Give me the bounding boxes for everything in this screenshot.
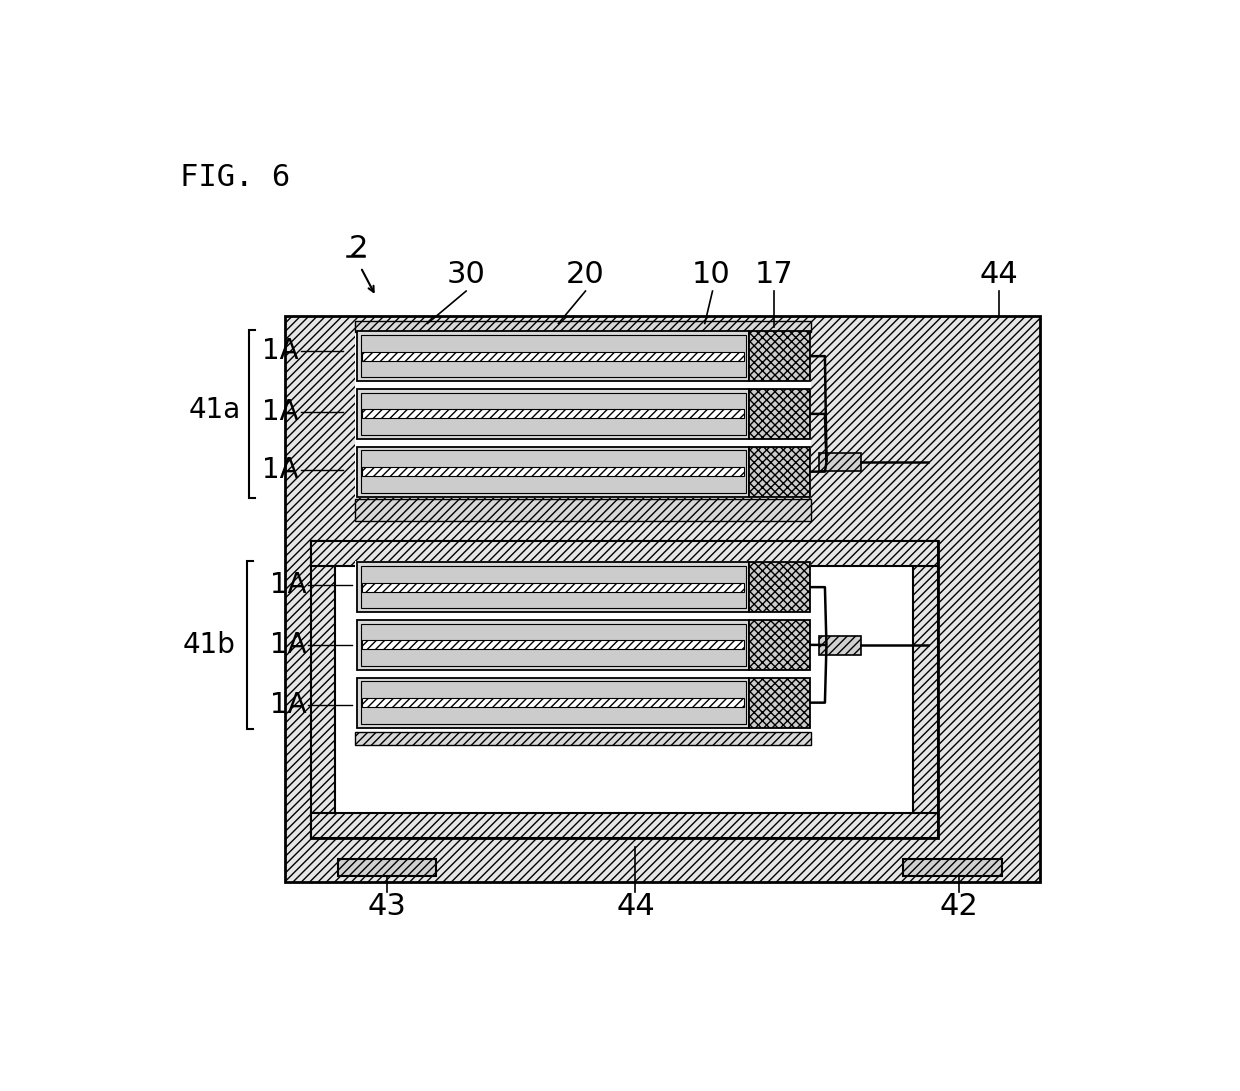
Text: 17: 17 xyxy=(755,260,794,289)
Text: 44: 44 xyxy=(980,260,1018,289)
Text: 10: 10 xyxy=(692,260,730,289)
Bar xyxy=(362,467,744,476)
Bar xyxy=(310,541,939,838)
Bar xyxy=(749,332,810,381)
Bar xyxy=(361,566,745,609)
Bar xyxy=(310,541,939,566)
Bar xyxy=(362,351,744,361)
Text: 41a: 41a xyxy=(188,396,241,423)
Text: 1A: 1A xyxy=(270,632,306,659)
Bar xyxy=(362,698,744,707)
Text: 1A: 1A xyxy=(263,337,299,365)
Bar xyxy=(362,640,744,649)
Bar xyxy=(355,561,811,729)
Bar xyxy=(362,409,744,419)
Bar xyxy=(818,453,861,471)
Bar xyxy=(357,620,749,670)
Bar xyxy=(914,541,939,838)
Bar xyxy=(361,682,745,723)
Bar xyxy=(362,583,744,591)
Bar xyxy=(361,624,745,667)
Bar xyxy=(749,678,810,728)
Bar xyxy=(357,562,749,612)
Bar xyxy=(818,636,861,655)
Text: 1A: 1A xyxy=(263,456,299,483)
Bar xyxy=(361,451,745,493)
Bar xyxy=(285,315,1040,882)
Text: 1A: 1A xyxy=(263,398,299,425)
Bar xyxy=(904,860,1002,876)
Text: 44: 44 xyxy=(616,891,655,921)
Text: FIG. 6: FIG. 6 xyxy=(180,164,290,192)
Text: 41b: 41b xyxy=(182,632,236,659)
Bar xyxy=(355,329,811,499)
Bar xyxy=(749,388,810,439)
Text: 42: 42 xyxy=(940,891,978,921)
Bar xyxy=(361,335,745,377)
Bar xyxy=(357,388,749,439)
Bar xyxy=(337,860,436,876)
Bar xyxy=(361,393,745,435)
Bar xyxy=(310,541,335,838)
Text: 2: 2 xyxy=(348,235,368,263)
Bar xyxy=(355,732,811,745)
Text: 1A: 1A xyxy=(270,691,306,719)
Bar xyxy=(310,813,939,838)
Text: 43: 43 xyxy=(367,891,407,921)
Bar xyxy=(749,562,810,612)
Bar xyxy=(357,446,749,496)
Text: 30: 30 xyxy=(446,260,486,289)
Text: 1A: 1A xyxy=(270,572,306,599)
Bar xyxy=(749,620,810,670)
Bar xyxy=(357,332,749,381)
Bar xyxy=(749,446,810,496)
Bar xyxy=(355,499,811,520)
Bar xyxy=(357,678,749,728)
Bar xyxy=(355,321,811,332)
Text: 20: 20 xyxy=(567,260,605,289)
